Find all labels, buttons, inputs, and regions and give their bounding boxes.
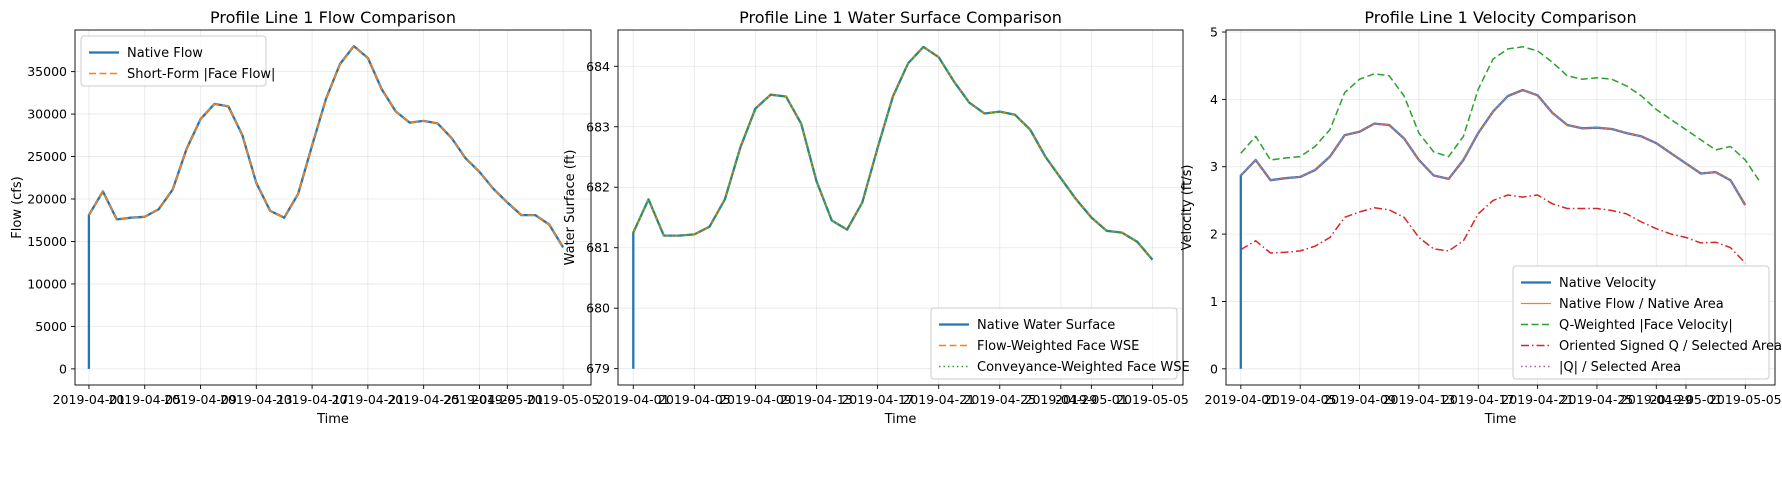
legend-box — [80, 35, 267, 87]
y-tick-label: 30000 — [27, 107, 67, 122]
y-tick-label: 683 — [586, 119, 610, 134]
y-tick-label: 680 — [586, 301, 610, 316]
x-axis-label: Time — [1484, 412, 1517, 427]
series-line-2 — [1240, 89, 1746, 206]
chart-panel-2: 2019-04-012019-04-052019-04-092019-04-13… — [563, 8, 1190, 427]
x-tick-label: 2019-04-05 — [1264, 392, 1337, 407]
y-tick-label: 3 — [1210, 159, 1218, 174]
x-tick-label: 2019-04-25 — [963, 392, 1036, 407]
series-line-5 — [1240, 89, 1747, 206]
legend-label: Native Water Surface — [977, 318, 1115, 333]
y-tick-label: 2 — [1210, 227, 1218, 242]
series-line-3 — [632, 46, 1154, 261]
axes-frame — [617, 29, 1184, 386]
legend-label: Oriented Signed Q / Selected Area — [1559, 339, 1782, 354]
x-tick-label: 2019-04-01 — [1205, 392, 1278, 407]
legend-label: Short-Form |Face Flow| — [127, 67, 275, 82]
x-tick-label: 2019-04-21 — [902, 392, 975, 407]
y-tick-label: 5000 — [35, 319, 67, 334]
x-tick-label: 2019-04-29 — [1025, 392, 1098, 407]
series-line-2 — [88, 45, 564, 248]
legend-label: Q-Weighted |Face Velocity| — [1559, 318, 1733, 333]
y-tick-label: 684 — [586, 59, 610, 74]
y-axis-label: Velocity (ft/s) — [1180, 165, 1195, 251]
x-tick-label: 2019-05-05 — [527, 392, 600, 407]
y-axis-label: Flow (cfs) — [10, 176, 25, 238]
legend-box — [1512, 265, 1770, 380]
legend: Native Velocity Native Flow / Native Area… — [1512, 265, 1782, 380]
series-line-3 — [1240, 46, 1761, 183]
y-tick-label: 25000 — [27, 149, 67, 164]
x-tick-label: 2019-04-17 — [841, 392, 914, 407]
y-tick-label: 0 — [59, 361, 67, 376]
legend-label: Native Flow / Native Area — [1559, 297, 1724, 312]
x-tick-label: 2019-04-09 — [719, 392, 792, 407]
axes-frame — [74, 29, 592, 386]
y-tick-label: 15000 — [27, 234, 67, 249]
x-tick-label: 2019-04-01 — [597, 392, 670, 407]
y-tick-label: 1 — [1210, 294, 1218, 309]
x-tick-label: 2019-04-09 — [1323, 392, 1396, 407]
x-tick-label: 2019-04-29 — [1620, 392, 1693, 407]
chart-panel-1: 2019-04-012019-04-052019-04-092019-04-13… — [10, 8, 599, 427]
x-tick-label: 2019-04-05 — [108, 392, 181, 407]
legend: Native Flow Short-Form |Face Flow| — [80, 35, 275, 87]
x-tick-label: 2019-04-13 — [220, 392, 293, 407]
series-line-4 — [1240, 194, 1746, 264]
x-tick-label: 2019-04-05 — [658, 392, 731, 407]
x-tick-label: 2019-04-21 — [1501, 392, 1574, 407]
chart-panel-3: 2019-04-012019-04-052019-04-092019-04-13… — [1180, 8, 1782, 427]
legend-label: Native Flow — [127, 46, 203, 61]
legend-label: Native Velocity — [1559, 276, 1657, 291]
y-tick-label: 681 — [586, 240, 610, 255]
y-tick-label: 0 — [1210, 361, 1218, 376]
y-tick-label: 20000 — [27, 192, 67, 207]
x-tick-label: 2019-04-25 — [1561, 392, 1634, 407]
chart-title: Profile Line 1 Velocity Comparison — [1364, 8, 1636, 27]
x-tick-label: 2019-04-09 — [164, 392, 237, 407]
series-line-1 — [87, 44, 565, 369]
legend: Native Water Surface Flow-Weighted Face W… — [930, 307, 1190, 380]
series-line-2 — [632, 46, 1154, 261]
y-tick-label: 682 — [586, 180, 610, 195]
x-tick-label: 2019-04-25 — [387, 392, 460, 407]
x-tick-label: 2019-04-21 — [332, 392, 405, 407]
chart-title: Profile Line 1 Water Surface Comparison — [739, 8, 1062, 27]
axes-frame — [1225, 29, 1776, 386]
x-tick-label: 2019-05-05 — [1709, 392, 1782, 407]
legend-label: Conveyance-Weighted Face WSE — [977, 360, 1190, 375]
x-tick-label: 2019-05-01 — [1650, 392, 1723, 407]
y-tick-label: 679 — [586, 361, 610, 376]
x-tick-label: 2019-04-01 — [53, 392, 126, 407]
y-axis-label: Water Surface (ft) — [563, 150, 578, 266]
x-tick-label: 2019-05-05 — [1116, 392, 1189, 407]
legend-label: Flow-Weighted Face WSE — [977, 339, 1139, 354]
x-tick-label: 2019-04-17 — [1442, 392, 1515, 407]
x-tick-label: 2019-04-13 — [1383, 392, 1456, 407]
y-tick-label: 5 — [1210, 25, 1218, 40]
x-axis-label: Time — [316, 412, 349, 427]
x-tick-label: 2019-04-13 — [780, 392, 853, 407]
chart-title: Profile Line 1 Flow Comparison — [210, 8, 456, 27]
x-tick-label: 2019-04-17 — [276, 392, 349, 407]
legend-label: |Q| / Selected Area — [1559, 360, 1681, 375]
x-tick-label: 2019-05-01 — [471, 392, 544, 407]
y-tick-label: 35000 — [27, 64, 67, 79]
x-tick-label: 2019-04-29 — [443, 392, 516, 407]
y-tick-label: 10000 — [27, 276, 67, 291]
x-tick-label: 2019-05-01 — [1055, 392, 1128, 407]
legend-box — [930, 307, 1178, 380]
y-tick-label: 4 — [1210, 92, 1218, 107]
x-axis-label: Time — [884, 412, 917, 427]
